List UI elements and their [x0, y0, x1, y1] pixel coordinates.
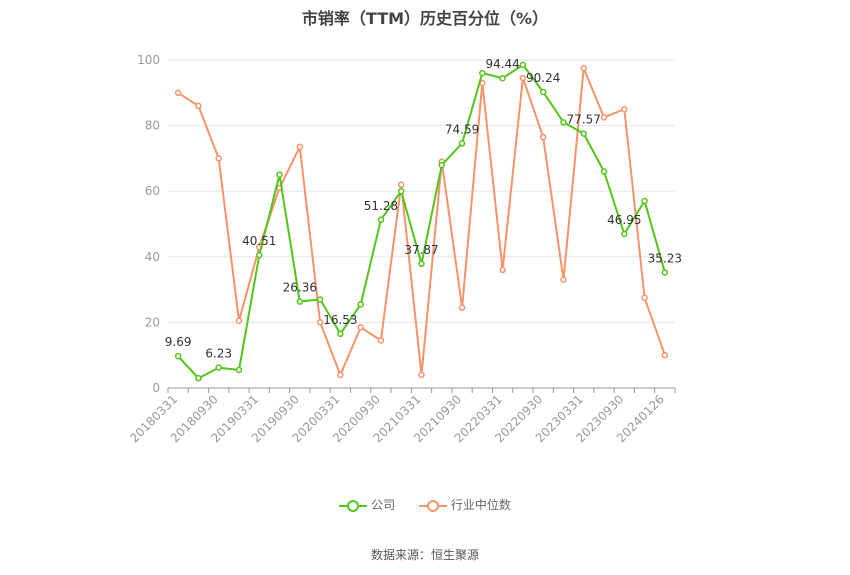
data-point-company — [276, 171, 283, 179]
data-point-industry — [316, 319, 324, 326]
data-point-industry — [397, 181, 405, 188]
data-point-industry — [499, 266, 506, 274]
data-point-industry — [621, 105, 628, 113]
data-point-company — [174, 352, 182, 360]
data-point-company — [641, 197, 648, 205]
data-point-industry — [174, 89, 182, 97]
data-label-company: 37.87 — [404, 243, 438, 257]
legend-label-industry: 行业中位数 — [450, 498, 511, 512]
data-label-company: 74.59 — [445, 122, 479, 136]
legend-swatch-company — [339, 499, 368, 512]
data-point-industry — [357, 324, 364, 331]
data-label-company: 26.36 — [283, 281, 317, 295]
chart-title: 市销率（TTM）历史百分位（%） — [301, 9, 549, 28]
x-axis: 2018033120180930201903312019093020200331… — [127, 387, 676, 445]
data-point-company — [519, 61, 527, 69]
y-tick-label: 60 — [145, 184, 160, 198]
data-point-company — [539, 88, 547, 96]
data-label-company: 9.69 — [165, 335, 192, 349]
data-label-company: 16.53 — [323, 313, 357, 327]
data-point-industry — [661, 351, 669, 359]
data-point-industry — [215, 155, 222, 162]
data-point-industry — [641, 294, 648, 302]
data-point-company — [458, 140, 466, 147]
data-point-company — [195, 374, 202, 382]
data-point-industry — [600, 114, 608, 121]
data-point-company — [316, 296, 324, 303]
data-label-company: 35.23 — [648, 251, 682, 265]
y-tick-label: 0 — [152, 381, 160, 395]
data-point-industry — [418, 371, 425, 379]
data-label-company: 51.28 — [364, 199, 398, 213]
data-label-company: 94.44 — [485, 57, 519, 71]
data-point-company — [499, 74, 506, 82]
data-point-company — [438, 161, 446, 169]
data-point-company — [600, 168, 608, 175]
data-point-industry — [560, 276, 567, 284]
legend-item-company[interactable]: 公司 — [339, 496, 395, 513]
data-label-company: 40.51 — [242, 234, 276, 248]
data-point-industry — [377, 337, 385, 344]
data-point-company — [256, 251, 263, 259]
legend-item-industry[interactable]: 行业中位数 — [418, 496, 511, 513]
data-point-company — [418, 260, 425, 268]
data-point-company — [397, 187, 405, 195]
data-point-industry — [539, 133, 547, 141]
data-point-company — [479, 69, 486, 77]
legend-label-company: 公司 — [371, 498, 396, 512]
data-point-company — [235, 366, 243, 374]
data-label-company: 6.23 — [205, 347, 232, 361]
data-point-company — [377, 216, 385, 224]
data-labels: 9.69 6.23 40.51 26.36 16.53 51.28 37.87 74.59 94… — [165, 57, 682, 360]
data-point-company — [661, 269, 669, 276]
data-point-industry — [235, 317, 243, 325]
data-point-industry — [458, 304, 466, 311]
data-point-industry — [195, 102, 202, 110]
data-point-industry — [296, 143, 304, 151]
data-point-industry — [519, 74, 527, 82]
y-tick-label: 20 — [145, 315, 160, 329]
data-point-company — [357, 301, 364, 308]
data-point-company — [337, 330, 344, 338]
data-point-company — [580, 130, 587, 137]
series-group — [174, 61, 669, 382]
y-axis: 0 20 40 60 80 100 — [137, 53, 160, 395]
data-label-company: 77.57 — [567, 113, 601, 127]
data-point-company — [215, 364, 222, 371]
data-point-industry — [580, 64, 587, 72]
y-tick-label: 100 — [137, 53, 160, 67]
data-point-company — [296, 298, 304, 305]
grid-lines — [168, 59, 675, 323]
chart-svg: 0 20 40 60 80 100 201803312018093020190331201… — [127, 53, 682, 445]
source-note: 数据来源：恒生聚源 — [370, 548, 479, 562]
y-tick-label: 80 — [145, 119, 160, 133]
legend: 公司 行业中位数 — [0, 496, 850, 513]
data-point-industry — [337, 371, 344, 379]
data-label-company: 46.95 — [607, 213, 641, 227]
data-point-company — [621, 230, 628, 238]
data-point-company — [560, 119, 567, 126]
data-label-company: 90.24 — [526, 71, 560, 85]
legend-swatch-industry — [418, 499, 447, 512]
y-tick-label: 40 — [145, 250, 160, 264]
